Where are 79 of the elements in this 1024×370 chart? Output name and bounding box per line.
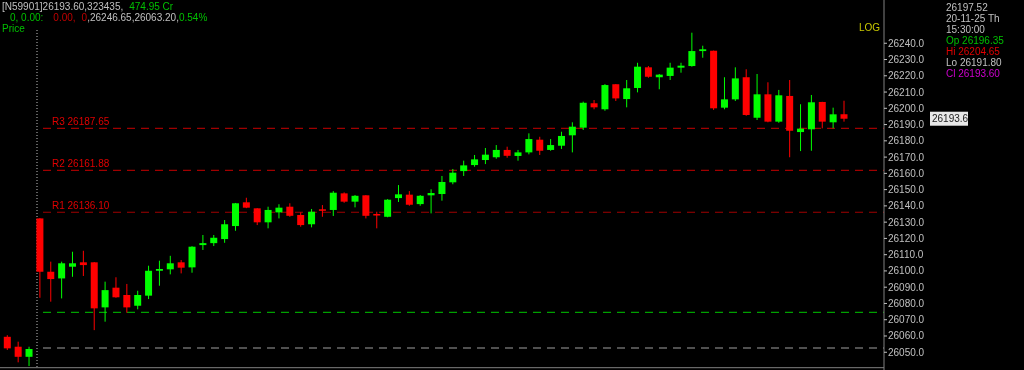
candlestick (134, 290, 142, 310)
candlestick (536, 136, 544, 156)
candlestick (623, 79, 631, 108)
candlestick (264, 206, 272, 229)
y-tick-label: 26150.0 (888, 184, 925, 196)
text: 15:30:00 (946, 24, 986, 35)
y-tick-label: 26120.0 (888, 232, 925, 244)
candlestick (47, 261, 55, 303)
y-tick-label: 26100.0 (888, 265, 925, 277)
candlestick (677, 62, 685, 74)
candlestick (666, 62, 674, 81)
text: LOG (858, 22, 881, 33)
candlestick (155, 260, 163, 287)
text: 26193.6 (932, 113, 969, 125)
text: Cl 26193.60 (946, 68, 1001, 79)
candlestick (362, 194, 370, 219)
annotation: ,26246.65,26063.20, (87, 12, 179, 23)
candlestick (166, 255, 174, 275)
candlestick (731, 66, 739, 102)
annotation: 0.54% (178, 12, 208, 23)
annotation: 0, 0.00: (10, 12, 44, 23)
candlestick (634, 62, 642, 93)
candlestick (590, 99, 598, 110)
candlestick (25, 346, 33, 367)
candlestick (308, 208, 316, 228)
annotation: Price (2, 23, 26, 34)
candlestick (829, 107, 837, 129)
text: 26197.52 (946, 2, 989, 13)
y-tick-label: 26180.0 (888, 135, 925, 147)
text: Hi 26204.65 (946, 46, 1001, 57)
candlestick (14, 341, 22, 363)
candlestick (688, 32, 696, 68)
candlestick (69, 251, 76, 278)
candlestick (514, 149, 522, 162)
candlestick (720, 76, 728, 110)
annotation: [N59901]26193.60,323435, (2, 1, 124, 12)
candlestick (351, 194, 359, 208)
y-tick-label: 26090.0 (888, 281, 925, 293)
text: 20-11-25 Th (946, 13, 1000, 24)
candlestick (188, 245, 196, 274)
y-tick-label: 26050.0 (888, 346, 925, 358)
candlestick (525, 132, 533, 155)
candlestick (123, 283, 131, 314)
candlestick (329, 190, 337, 217)
y-tick-label: 26220.0 (888, 70, 925, 82)
candlestick (112, 276, 120, 299)
y-tick-label: 26170.0 (888, 151, 925, 163)
annotation: 474.95 Cr (129, 1, 174, 12)
candlestick (79, 250, 87, 277)
y-tick-label: 26070.0 (888, 314, 925, 326)
y-tick-label: 26110.0 (888, 249, 924, 261)
ref-line-label: R2 26161.88 (52, 158, 110, 170)
text: Lo 26191.80 (946, 57, 1003, 68)
candlestick (231, 202, 239, 232)
y-tick-label: 26140.0 (888, 200, 925, 212)
y-tick-label: 26160.0 (888, 167, 925, 179)
y-tick-label: 26060.0 (888, 330, 925, 342)
candlestick (503, 146, 511, 159)
candlestick (840, 100, 848, 123)
candlestick (438, 175, 446, 202)
ref-line-label: R3 26187.65 (52, 116, 110, 128)
text: Op 26196.35 (946, 35, 1005, 46)
y-tick-label: 26200.0 (888, 102, 925, 114)
y-tick-label: 26210.0 (888, 86, 925, 98)
y-tick-label: 26230.0 (888, 54, 925, 66)
y-tick-label: 26240.0 (888, 37, 925, 49)
candlestick (199, 234, 207, 251)
y-tick-label: 26190.0 (888, 119, 925, 131)
candlestick (58, 261, 66, 299)
candlestick (568, 121, 576, 153)
annotation: 0 (81, 12, 88, 23)
candlestick (101, 281, 109, 323)
candlestick (818, 101, 826, 129)
candlestick (753, 73, 761, 121)
annotation: 0.00, (53, 12, 76, 23)
y-tick-label: 26080.0 (888, 297, 925, 309)
ref-line-label: R1 26136.10 (52, 200, 110, 212)
candlestick (221, 219, 229, 244)
y-tick-label: 26130.0 (888, 216, 925, 228)
